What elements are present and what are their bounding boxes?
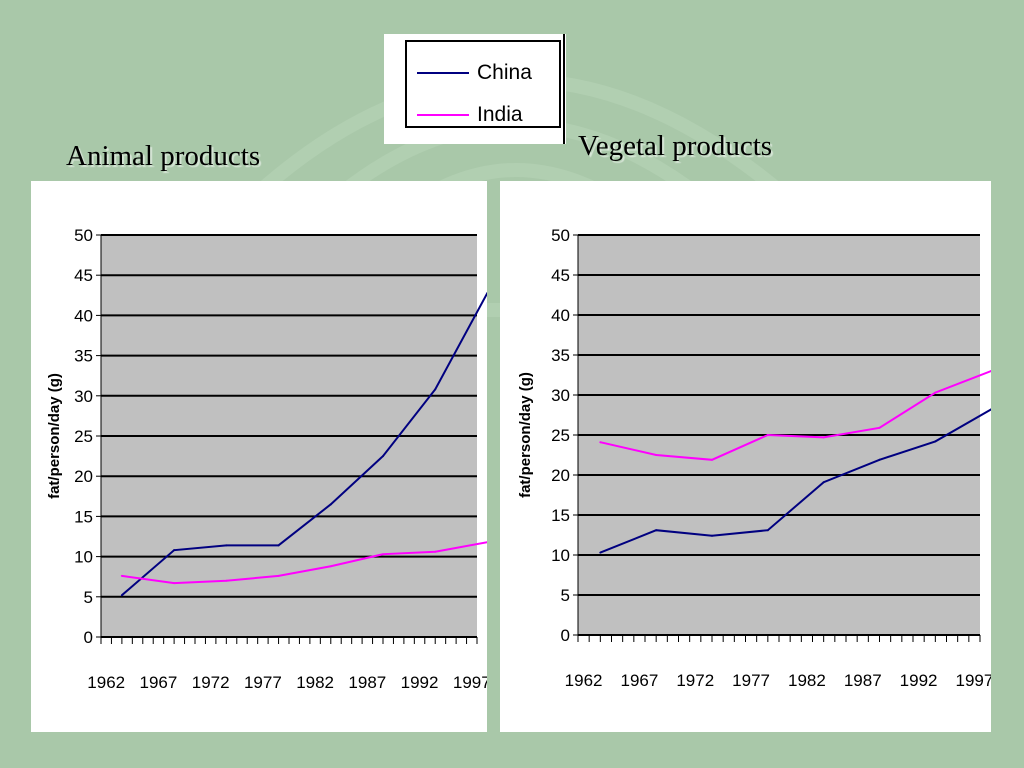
data-point-china <box>382 455 384 458</box>
y-tick-label: 50 <box>551 226 570 245</box>
data-point-india <box>711 458 713 461</box>
y-tick-label: 40 <box>551 306 570 325</box>
data-point-china <box>711 534 713 537</box>
data-point-china <box>434 388 437 391</box>
data-point-india <box>878 426 881 429</box>
data-point-china <box>120 594 123 597</box>
data-point-india <box>173 582 176 585</box>
data-point-india <box>382 553 384 556</box>
legend: China India <box>384 34 566 144</box>
x-tick-label: 1967 <box>621 671 659 690</box>
data-point-india <box>655 454 658 456</box>
title-vegetal-products: Vegetal products <box>578 130 773 162</box>
data-point-china <box>878 458 881 461</box>
y-tick-label: 40 <box>74 306 93 325</box>
data-point-india <box>766 434 769 436</box>
legend-label-china: China <box>477 61 532 84</box>
legend-swatch-india <box>417 114 469 116</box>
legend-item-china: China <box>417 61 532 85</box>
y-tick-label: 25 <box>74 427 93 446</box>
series-line-india <box>121 541 488 585</box>
chart-panel-vegetal: 0 5 10 15 20 25 30 35 40 45 50 1962 1967 1972 1977 1982… <box>500 181 993 732</box>
data-point-china <box>329 503 332 506</box>
y-axis-label: fat/person/day (g) <box>517 372 534 498</box>
data-point-india <box>934 391 937 394</box>
x-tick-label: 1992 <box>900 671 938 690</box>
x-tick-label: 1982 <box>788 671 826 690</box>
data-point-china <box>822 481 825 484</box>
data-point-india <box>434 550 437 553</box>
data-point-china <box>766 529 769 532</box>
data-point-india <box>120 574 123 577</box>
legend-box: China India <box>405 40 561 128</box>
x-tick-label: 1977 <box>244 673 282 692</box>
data-point-india <box>277 574 280 577</box>
data-point-china <box>277 544 280 547</box>
x-tick-label: 1962 <box>87 673 125 692</box>
data-point-india <box>225 579 228 582</box>
data-point-china <box>599 551 602 554</box>
data-point-india <box>329 565 332 568</box>
series-line-india <box>600 370 992 461</box>
y-tick-label: 15 <box>551 506 570 525</box>
y-tick-label: 25 <box>551 426 570 445</box>
chart-animal: 0 5 10 15 20 25 30 35 40 45 50 1962 1967 1972 1977 1982… <box>46 226 491 692</box>
y-tick-label: 45 <box>74 266 93 285</box>
data-point-china <box>173 549 176 552</box>
y-tick-label: 0 <box>561 626 570 645</box>
x-tick-label: 1972 <box>676 671 714 690</box>
x-tick-label: 1977 <box>732 671 770 690</box>
data-point-china <box>655 529 658 532</box>
x-tick-label: 1987 <box>844 671 882 690</box>
title-animal-products: Animal products <box>66 140 261 172</box>
y-tick-label: 0 <box>84 628 93 647</box>
series-line-china <box>121 292 489 596</box>
y-tick-label: 30 <box>551 386 570 405</box>
x-tick-label: 1987 <box>348 673 386 692</box>
y-tick-label: 10 <box>74 548 93 567</box>
legend-item-india: India <box>417 103 523 127</box>
series-line-china <box>599 408 992 554</box>
x-tick-label: 1962 <box>565 671 603 690</box>
x-tick-label: 1997 <box>453 673 487 692</box>
legend-label-india: India <box>477 103 523 126</box>
y-tick-label: 35 <box>74 347 93 366</box>
x-tick-label: 1972 <box>192 673 230 692</box>
y-tick-label: 5 <box>84 588 93 607</box>
legend-edge <box>563 34 565 144</box>
x-tick-label: 1982 <box>296 673 334 692</box>
data-point-china <box>225 544 228 547</box>
y-tick-label: 20 <box>551 466 570 485</box>
y-tick-label: 15 <box>74 507 93 526</box>
y-axis-label: fat/person/day (g) <box>46 373 63 499</box>
x-tick-label: 1992 <box>401 673 439 692</box>
y-tick-label: 50 <box>74 226 93 245</box>
x-tick-label: 1967 <box>140 673 178 692</box>
y-tick-label: 45 <box>551 266 570 285</box>
y-tick-label: 30 <box>74 387 93 406</box>
y-tick-label: 10 <box>551 546 570 565</box>
data-point-china <box>934 440 937 443</box>
chart-panel-animal: 0 5 10 15 20 25 30 35 40 45 50 1962 1967 1972 1977 1982… <box>31 181 491 732</box>
legend-swatch-china <box>417 72 469 74</box>
chart-vegetal: 0 5 10 15 20 25 30 35 40 45 50 1962 1967 1972 1977 1982… <box>517 226 993 690</box>
x-tick-label: 1997 <box>956 671 991 690</box>
data-point-india <box>599 441 602 444</box>
y-tick-label: 5 <box>561 586 570 605</box>
y-tick-label: 35 <box>551 346 570 365</box>
data-point-india <box>822 436 825 439</box>
y-tick-label: 20 <box>74 467 93 486</box>
